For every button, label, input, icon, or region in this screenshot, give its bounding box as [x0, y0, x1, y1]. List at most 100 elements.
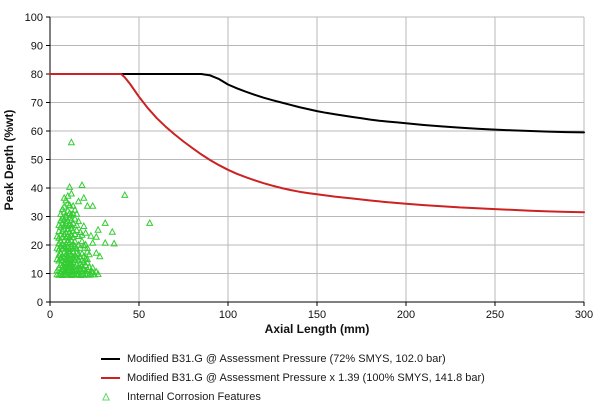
- triangle-marker: [72, 226, 81, 233]
- triangle-marker: [92, 267, 101, 275]
- legend-label: Modified B31.G @ Assessment Pressure (72…: [127, 352, 446, 365]
- y-tick-label: 50: [31, 155, 43, 167]
- triangle-marker: [67, 189, 76, 197]
- curve-assessment-pressure: [49, 73, 585, 134]
- black-line-icon: [100, 354, 122, 364]
- data-series: [49, 73, 585, 278]
- triangle-marker: [110, 239, 118, 247]
- x-tick-label: 300: [575, 309, 593, 321]
- triangle-marker: [71, 205, 79, 213]
- triangle-marker: [56, 267, 65, 274]
- triangle-marker: [81, 228, 90, 236]
- triangle-marker: [71, 267, 79, 274]
- y-tick-label: 80: [31, 69, 43, 81]
- triangle-marker: [83, 243, 92, 251]
- y-tick-label: 20: [31, 240, 43, 252]
- triangle-marker: [81, 267, 90, 274]
- triangle-marker: [69, 201, 77, 209]
- triangle-marker: [96, 252, 104, 260]
- triangle-marker: [88, 201, 97, 209]
- x-tick-label: 250: [486, 309, 504, 321]
- triangle-marker: [71, 230, 79, 237]
- triangle-marker: [58, 204, 67, 212]
- y-tick-label: 60: [31, 126, 43, 138]
- triangle-marker: [55, 270, 63, 278]
- x-tick-label: 100: [219, 309, 237, 321]
- legend-label: Internal Corrosion Features: [127, 390, 261, 403]
- triangle-marker: [65, 200, 74, 208]
- triangle-marker: [69, 244, 77, 252]
- triangle-marker: [72, 220, 81, 228]
- triangle-marker: [87, 270, 95, 278]
- red-line-icon: [100, 373, 122, 383]
- triangle-marker: [69, 219, 77, 227]
- x-tick-label: 0: [47, 309, 53, 321]
- triangle-marker: [145, 218, 154, 226]
- triangle-marker: [81, 240, 90, 248]
- triangle-marker: [65, 238, 74, 246]
- x-axis-title: Axial Length (mm): [265, 322, 370, 336]
- triangle-marker: [62, 196, 70, 204]
- triangle-marker: [65, 232, 74, 240]
- triangle-marker: [67, 236, 76, 244]
- triangle-marker: [88, 263, 97, 271]
- triangle-marker: [62, 212, 70, 220]
- x-tick-label: 150: [308, 309, 326, 321]
- triangle-marker: [80, 241, 88, 249]
- curve-assessment-pressure-139: [49, 73, 585, 214]
- triangle-marker: [60, 263, 68, 270]
- triangle-marker: [94, 225, 102, 233]
- triangle-marker: [72, 209, 81, 217]
- triangle-marker: [69, 209, 77, 217]
- legend-item-b31g-100smys: Modified B31.G @ Assessment Pressure x 1…: [100, 368, 485, 387]
- triangle-marker: [58, 226, 67, 234]
- y-tick-label: 40: [31, 183, 43, 195]
- legend-item-corrosion-features: Internal Corrosion Features: [100, 387, 485, 406]
- triangle-marker: [108, 227, 117, 235]
- chart-canvas: 0 10 20 30 40 50 60 70 80 90 100 0 50 100 150 200 250 300…: [2, 12, 594, 336]
- triangle-marker: [121, 190, 129, 198]
- triangle-marker: [71, 214, 79, 222]
- x-tick-label: 200: [397, 309, 415, 321]
- triangle-marker: [92, 232, 101, 240]
- y-tick-label: 0: [37, 297, 43, 309]
- triangle-marker: [85, 263, 93, 270]
- axes: 0 10 20 30 40 50 60 70 80 90 100 0 50 100 150 200 250 300: [25, 12, 594, 321]
- legend-label: Modified B31.G @ Assessment Pressure x 1…: [127, 371, 485, 384]
- triangle-marker: [67, 210, 76, 218]
- triangle-marker: [101, 218, 109, 226]
- y-axis-title: Peak Depth (%wt): [2, 110, 16, 211]
- triangle-marker: [85, 250, 93, 258]
- triangle-marker: [81, 254, 90, 262]
- triangle-marker: [80, 222, 88, 229]
- triangle-marker: [65, 182, 74, 190]
- triangle-marker: [62, 244, 70, 252]
- triangle-marker: [83, 201, 92, 209]
- y-tick-label: 30: [31, 212, 43, 224]
- triangle-marker: [101, 238, 109, 246]
- scatter-corrosion-features: [53, 138, 154, 278]
- y-tick-label: 100: [25, 12, 43, 24]
- legend-item-b31g-72smys: Modified B31.G @ Assessment Pressure (72…: [100, 349, 485, 368]
- triangle-marker: [92, 248, 101, 256]
- triangle-marker: [88, 238, 97, 246]
- triangle-marker: [64, 267, 72, 275]
- triangle-marker: [83, 255, 92, 263]
- green-triangle-icon: [100, 391, 122, 402]
- triangle-marker: [58, 244, 67, 252]
- triangle-marker: [74, 197, 83, 205]
- y-tick-label: 90: [31, 41, 43, 53]
- triangle-marker: [78, 266, 86, 274]
- gridlines: [50, 16, 585, 302]
- chart-legend: Modified B31.G @ Assessment Pressure (72…: [100, 349, 485, 406]
- x-tick-label: 50: [133, 309, 145, 321]
- y-tick-label: 10: [31, 269, 43, 281]
- triangle-marker: [60, 230, 68, 237]
- triangle-marker: [78, 181, 86, 188]
- triangle-marker: [62, 218, 70, 226]
- y-tick-label: 70: [31, 98, 43, 110]
- triangle-marker: [67, 138, 76, 146]
- triangle-marker: [74, 217, 83, 225]
- triangle-marker: [80, 193, 88, 201]
